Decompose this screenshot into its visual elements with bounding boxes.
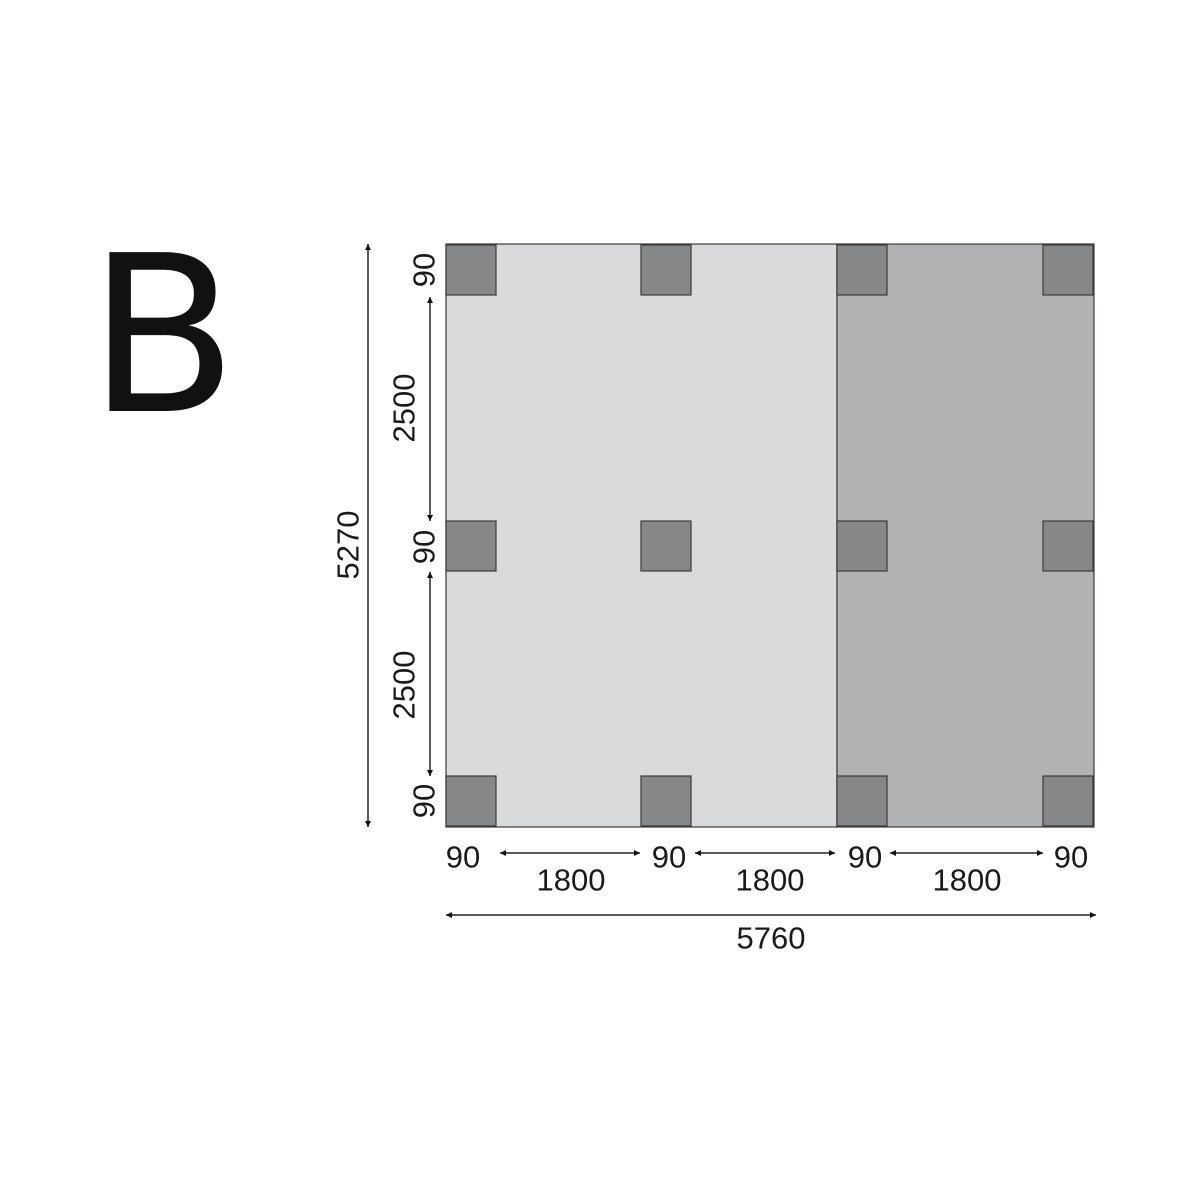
post <box>445 775 497 827</box>
post <box>836 244 888 296</box>
post <box>1042 244 1094 296</box>
dimension-label: 90 <box>407 530 442 564</box>
dimension-label: 1800 <box>736 863 805 898</box>
dimension-label: 2500 <box>387 374 422 443</box>
dimension-label: 90 <box>848 840 882 875</box>
post <box>836 775 888 827</box>
post <box>1042 520 1094 572</box>
dimension-label: 1800 <box>537 863 606 898</box>
post <box>640 520 692 572</box>
post <box>640 775 692 827</box>
dimension-label: 5760 <box>737 921 806 956</box>
section-label: B <box>88 210 238 463</box>
post <box>836 520 888 572</box>
post <box>445 244 497 296</box>
dimension-label: 90 <box>446 840 480 875</box>
dimension-label: 90 <box>1054 840 1088 875</box>
dimension-label: 2500 <box>387 651 422 720</box>
dimension-label: 90 <box>407 784 442 818</box>
dimension-label: 5270 <box>331 511 366 580</box>
post <box>640 244 692 296</box>
post <box>445 520 497 572</box>
post <box>1042 775 1094 827</box>
dimension-label: 90 <box>652 840 686 875</box>
dimension-label: 90 <box>407 253 442 287</box>
dimension-label: 1800 <box>933 863 1002 898</box>
